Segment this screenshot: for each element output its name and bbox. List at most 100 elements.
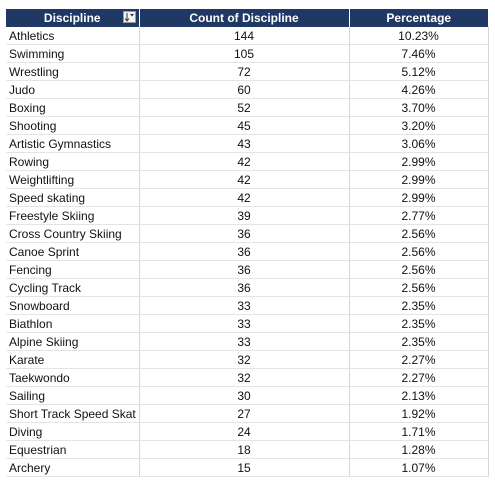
- table-row: Cycling Track 36 2.56%: [6, 278, 489, 297]
- percentage-cell[interactable]: 5.12%: [349, 62, 489, 81]
- discipline-cell[interactable]: Sailing: [6, 386, 140, 405]
- discipline-cell[interactable]: Judo: [6, 80, 140, 99]
- percentage-cell[interactable]: 2.56%: [349, 224, 489, 243]
- table-row: Alpine Skiing 33 2.35%: [6, 332, 489, 351]
- count-column-header[interactable]: Count of Discipline: [139, 9, 350, 27]
- percentage-cell[interactable]: 4.26%: [349, 80, 489, 99]
- count-cell[interactable]: 32: [139, 350, 350, 369]
- table-row: Snowboard 33 2.35%: [6, 296, 489, 315]
- table-row: Freestyle Skiing 39 2.77%: [6, 206, 489, 225]
- percentage-cell[interactable]: 2.99%: [349, 152, 489, 171]
- table-row: Archery 15 1.07%: [6, 458, 489, 477]
- table-row: Athletics 144 10.23%: [6, 26, 489, 45]
- table-row: Swimming 105 7.46%: [6, 44, 489, 63]
- discipline-cell[interactable]: Wrestling: [6, 62, 140, 81]
- discipline-cell[interactable]: Freestyle Skiing: [6, 206, 140, 225]
- count-cell[interactable]: 33: [139, 332, 350, 351]
- percentage-cell[interactable]: 2.99%: [349, 170, 489, 189]
- count-cell[interactable]: 42: [139, 170, 350, 189]
- percentage-cell[interactable]: 2.35%: [349, 332, 489, 351]
- count-cell[interactable]: 36: [139, 224, 350, 243]
- discipline-cell[interactable]: Speed skating: [6, 188, 140, 207]
- count-cell[interactable]: 144: [139, 26, 350, 45]
- percentage-cell[interactable]: 3.06%: [349, 134, 489, 153]
- percentage-cell[interactable]: 1.28%: [349, 440, 489, 459]
- count-cell[interactable]: 105: [139, 44, 350, 63]
- table-row: Weightlifting 42 2.99%: [6, 170, 489, 189]
- percentage-cell[interactable]: 2.35%: [349, 296, 489, 315]
- percentage-cell[interactable]: 1.71%: [349, 422, 489, 441]
- count-cell[interactable]: 36: [139, 242, 350, 261]
- discipline-cell[interactable]: Karate: [6, 350, 140, 369]
- discipline-cell[interactable]: Alpine Skiing: [6, 332, 140, 351]
- count-cell[interactable]: 39: [139, 206, 350, 225]
- table-row: Equestrian 18 1.28%: [6, 440, 489, 459]
- count-cell[interactable]: 27: [139, 404, 350, 423]
- percentage-cell[interactable]: 1.07%: [349, 458, 489, 477]
- discipline-cell[interactable]: Boxing: [6, 98, 140, 117]
- discipline-cell[interactable]: Equestrian: [6, 440, 140, 459]
- count-cell[interactable]: 18: [139, 440, 350, 459]
- percentage-cell[interactable]: 2.27%: [349, 368, 489, 387]
- count-cell[interactable]: 60: [139, 80, 350, 99]
- percentage-cell[interactable]: 1.92%: [349, 404, 489, 423]
- table-row: Taekwondo 32 2.27%: [6, 368, 489, 387]
- discipline-column-header[interactable]: Discipline: [6, 9, 140, 27]
- discipline-cell[interactable]: Archery: [6, 458, 140, 477]
- discipline-cell[interactable]: Biathlon: [6, 314, 140, 333]
- discipline-cell[interactable]: Weightlifting: [6, 170, 140, 189]
- count-cell[interactable]: 36: [139, 260, 350, 279]
- percentage-column-header[interactable]: Percentage: [349, 9, 488, 27]
- discipline-cell[interactable]: Swimming: [6, 44, 140, 63]
- percentage-cell[interactable]: 2.99%: [349, 188, 489, 207]
- count-cell[interactable]: 36: [139, 278, 350, 297]
- count-cell[interactable]: 72: [139, 62, 350, 81]
- discipline-cell[interactable]: Canoe Sprint: [6, 242, 140, 261]
- percentage-cell[interactable]: 2.56%: [349, 278, 489, 297]
- count-cell[interactable]: 42: [139, 152, 350, 171]
- count-cell[interactable]: 52: [139, 98, 350, 117]
- percentage-cell[interactable]: 2.77%: [349, 206, 489, 225]
- discipline-cell[interactable]: Cycling Track: [6, 278, 140, 297]
- discipline-cell[interactable]: Short Track Speed Skat: [6, 404, 140, 423]
- count-cell[interactable]: 42: [139, 188, 350, 207]
- percentage-cell[interactable]: 3.70%: [349, 98, 489, 117]
- pivot-table: Discipline Count of Discipline Percentag…: [6, 9, 489, 477]
- discipline-cell[interactable]: Diving: [6, 422, 140, 441]
- count-cell[interactable]: 33: [139, 314, 350, 333]
- pivot-table-area: Discipline Count of Discipline Percentag…: [6, 9, 489, 477]
- percentage-cell[interactable]: 2.56%: [349, 260, 489, 279]
- table-row: Artistic Gymnastics 43 3.06%: [6, 134, 489, 153]
- table-row: Canoe Sprint 36 2.56%: [6, 242, 489, 261]
- discipline-cell[interactable]: Rowing: [6, 152, 140, 171]
- count-cell[interactable]: 24: [139, 422, 350, 441]
- count-cell[interactable]: 45: [139, 116, 350, 135]
- discipline-cell[interactable]: Fencing: [6, 260, 140, 279]
- percentage-cell[interactable]: 10.23%: [349, 26, 489, 45]
- discipline-cell[interactable]: Snowboard: [6, 296, 140, 315]
- count-cell[interactable]: 43: [139, 134, 350, 153]
- percentage-cell[interactable]: 7.46%: [349, 44, 489, 63]
- discipline-cell[interactable]: Taekwondo: [6, 368, 140, 387]
- table-row: Short Track Speed Skat 27 1.92%: [6, 404, 489, 423]
- count-cell[interactable]: 30: [139, 386, 350, 405]
- percentage-cell[interactable]: 2.27%: [349, 350, 489, 369]
- percentage-cell[interactable]: 3.20%: [349, 116, 489, 135]
- discipline-cell[interactable]: Cross Country Skiing: [6, 224, 140, 243]
- percentage-cell[interactable]: 2.13%: [349, 386, 489, 405]
- percentage-cell[interactable]: 2.56%: [349, 242, 489, 261]
- count-cell[interactable]: 33: [139, 296, 350, 315]
- table-row: Boxing 52 3.70%: [6, 98, 489, 117]
- count-cell[interactable]: 32: [139, 368, 350, 387]
- header-row: Discipline Count of Discipline Percentag…: [6, 9, 488, 27]
- table-row: Biathlon 33 2.35%: [6, 314, 489, 333]
- discipline-cell[interactable]: Athletics: [6, 26, 140, 45]
- count-cell[interactable]: 15: [139, 458, 350, 477]
- sort-filter-icon[interactable]: [122, 11, 136, 23]
- discipline-cell[interactable]: Shooting: [6, 116, 140, 135]
- percentage-cell[interactable]: 2.35%: [349, 314, 489, 333]
- table-row: Speed skating 42 2.99%: [6, 188, 489, 207]
- table-row: Sailing 30 2.13%: [6, 386, 489, 405]
- discipline-cell[interactable]: Artistic Gymnastics: [6, 134, 140, 153]
- table-row: Judo 60 4.26%: [6, 80, 489, 99]
